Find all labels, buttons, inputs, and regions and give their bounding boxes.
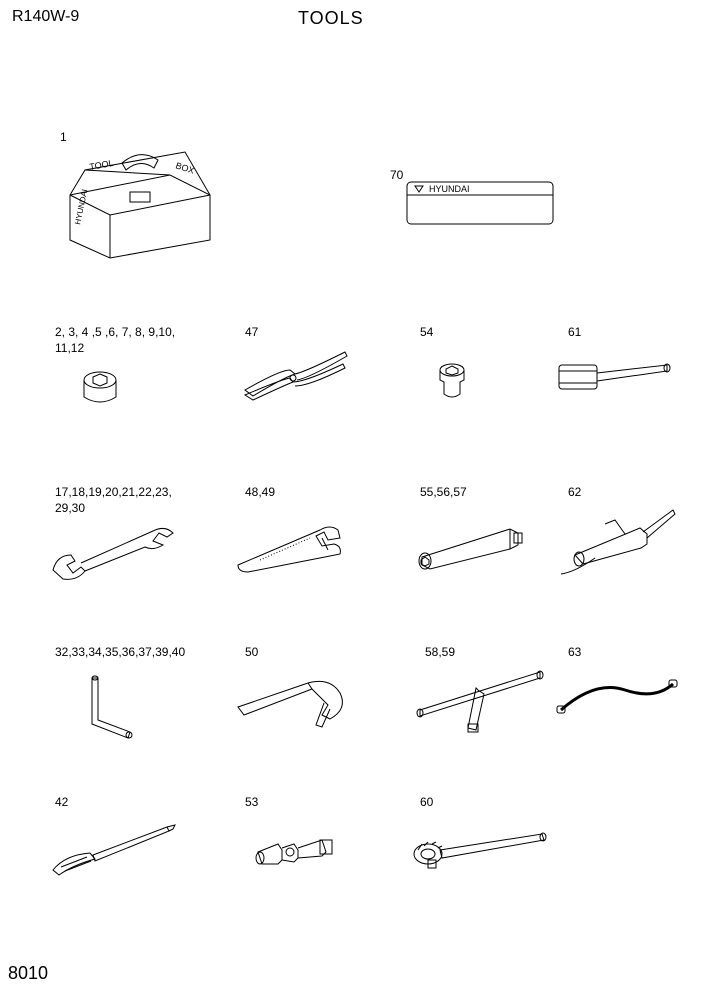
label-62: 62 xyxy=(568,485,581,501)
hammer-icon xyxy=(555,345,675,410)
pliers-icon xyxy=(235,340,355,410)
label-60: 60 xyxy=(420,795,433,811)
screwdriver-icon xyxy=(45,815,185,885)
open-wrench-icon xyxy=(45,515,185,585)
label-17-30: 17,18,19,20,21,22,23, 29,30 xyxy=(55,485,172,516)
filter-wrench-icon xyxy=(230,665,360,745)
label-70: 70 xyxy=(390,168,403,184)
label-55-57: 55,56,57 xyxy=(420,485,467,501)
label-61: 61 xyxy=(568,325,581,341)
label-63: 63 xyxy=(568,645,581,661)
label-58-59: 58,59 xyxy=(425,645,455,661)
label-47: 47 xyxy=(245,325,258,341)
page-number: 8010 xyxy=(8,963,48,984)
ratchet-icon xyxy=(410,820,560,875)
toolbox-box-text: BOX xyxy=(174,160,195,175)
t-bar-icon xyxy=(410,660,550,740)
universal-joint-icon xyxy=(250,820,340,875)
label-50: 50 xyxy=(245,645,258,661)
hex-key-icon xyxy=(70,670,150,750)
page-title: TOOLS xyxy=(298,8,364,29)
socket-icon xyxy=(75,365,125,415)
label-2-12: 2, 3, 4 ,5 ,6, 7, 8, 9,10, 11,12 xyxy=(55,325,175,356)
grease-gun-icon xyxy=(555,500,680,580)
label-54: 54 xyxy=(420,325,433,341)
label-53: 53 xyxy=(245,795,258,811)
hose-icon xyxy=(555,670,680,725)
adjustable-wrench-icon xyxy=(230,510,360,580)
socket-small-icon xyxy=(432,360,472,405)
label-48-49: 48,49 xyxy=(245,485,275,501)
label-42: 42 xyxy=(55,795,68,811)
model-code: R140W-9 xyxy=(12,8,79,26)
toolbox-icon: TOOL BOX HYUNDAI xyxy=(60,140,230,260)
label-32-40: 32,33,34,35,36,37,39,40 xyxy=(55,645,185,661)
extension-bar-icon xyxy=(410,515,540,575)
plate-brand: HYUNDAI xyxy=(429,184,470,194)
plate-icon: HYUNDAI xyxy=(405,180,555,230)
toolbox-tool-text: TOOL xyxy=(89,158,115,172)
